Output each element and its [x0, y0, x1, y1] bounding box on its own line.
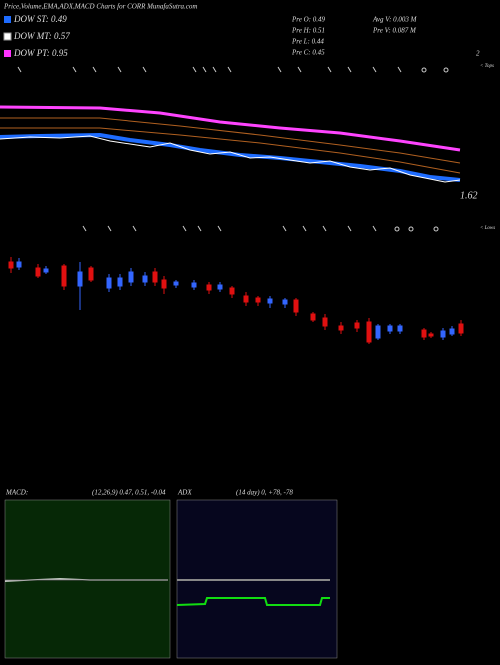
axis-value: 2: [476, 50, 480, 58]
top-markers: [17, 66, 449, 73]
legend-text: DOW ST: 0.49: [13, 14, 67, 24]
title: Price,Volume,EMA,ADX,MACD Charts for COR…: [3, 3, 197, 11]
info-text: Pre C: 0.45: [291, 49, 325, 57]
info-text: Pre L: 0.44: [291, 38, 324, 46]
info-text: Pre O: 0.49: [291, 16, 325, 24]
di-line: [176, 597, 330, 606]
lows-label: < Lows: [480, 226, 495, 231]
legend-swatch: [4, 50, 11, 57]
bottom-markers: [82, 225, 439, 232]
macd-panel: [4, 499, 171, 659]
legend-swatch: [3, 32, 12, 41]
macd-label: MACD:: [5, 489, 28, 497]
macd-params: (12,26,9) 0.47, 0.51, -0.04: [92, 489, 166, 497]
legend-swatch: [4, 16, 11, 23]
ema-lines: [0, 105, 461, 183]
candles: [8, 257, 464, 344]
legend-text: DOW MT: 0.57: [13, 31, 70, 41]
last-price: 1.62: [460, 190, 478, 201]
info-text: Avg V: 0.003 M: [372, 16, 418, 24]
tops-label: < Tops: [480, 64, 494, 69]
legend-text: DOW PT: 0.95: [13, 48, 68, 58]
info-text: Pre H: 0.51: [291, 27, 325, 35]
info-text: Pre V: 0.087 M: [372, 27, 417, 35]
adx-label: ADX: [177, 489, 192, 497]
adx-params: (14 day) 0, +78, -78: [236, 489, 293, 497]
